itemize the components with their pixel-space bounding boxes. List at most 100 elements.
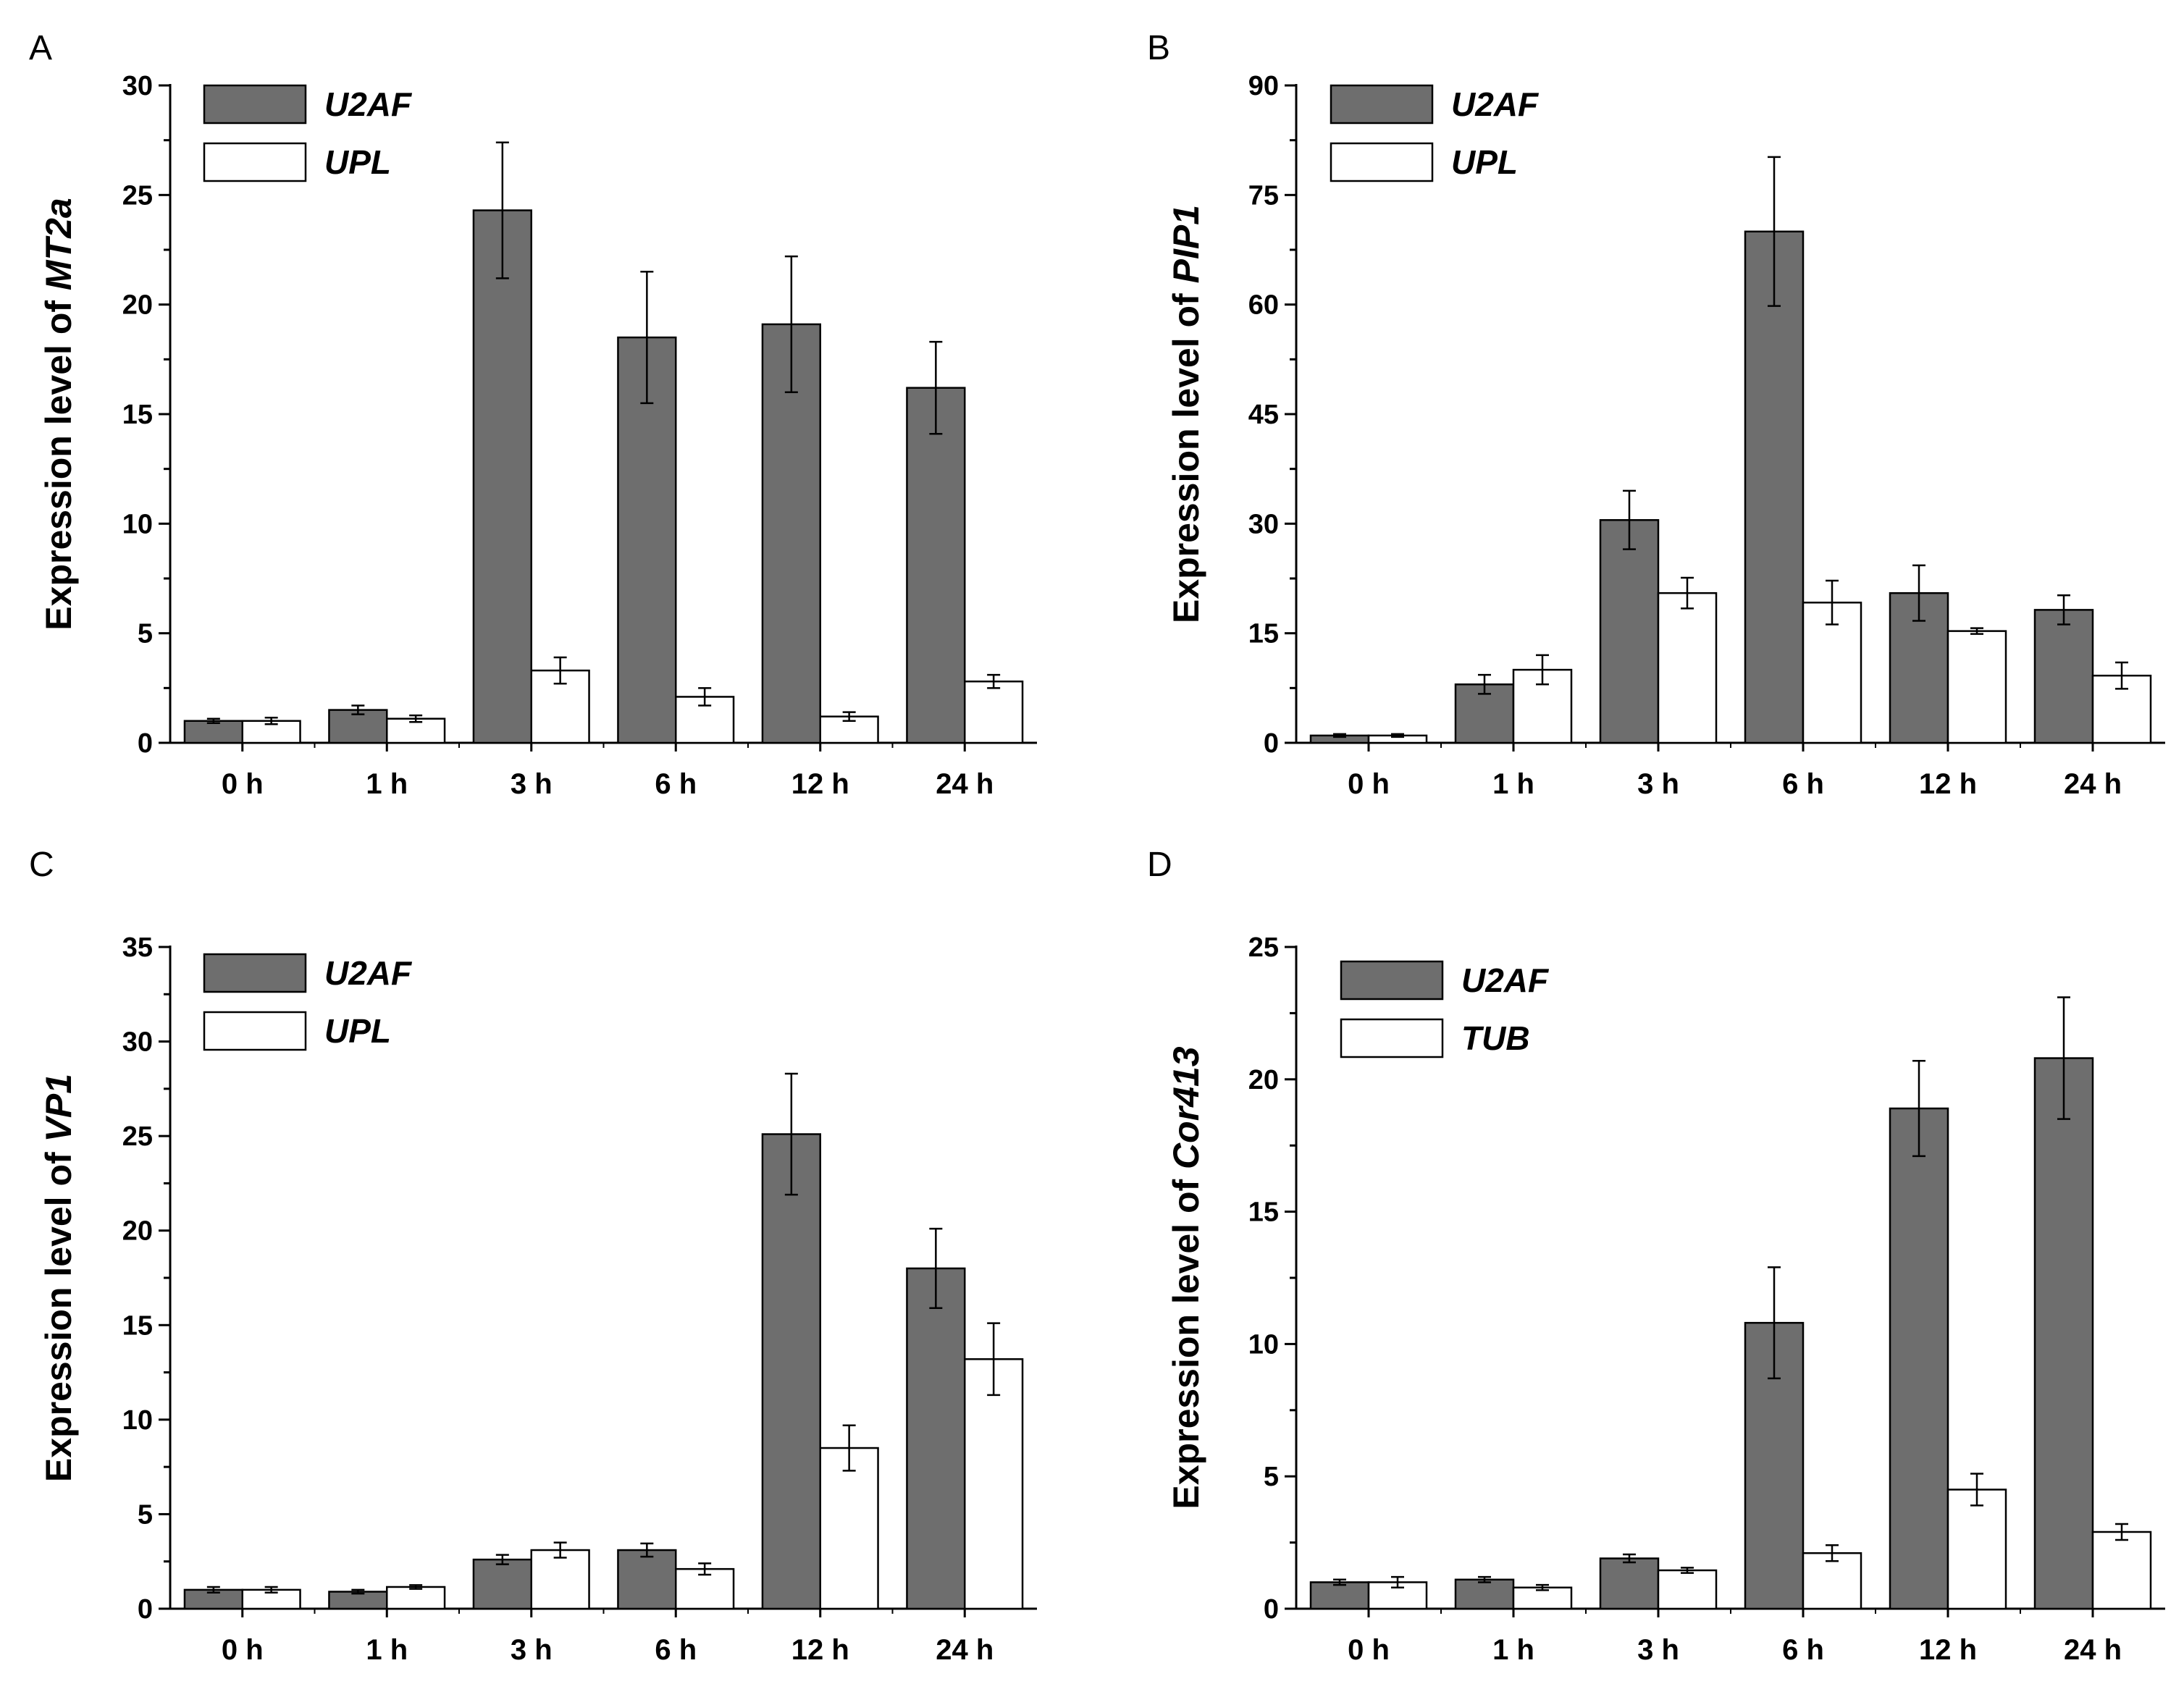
legend-label-u2af: U2AF: [324, 85, 413, 123]
legend-label-u2af: U2AF: [1461, 961, 1550, 999]
y-tick-label: 45: [1248, 400, 1279, 430]
y-axis-title: Expression level of PIP1: [1166, 205, 1206, 623]
legend-swatch-u2af: [203, 953, 307, 993]
x-tick-label: 1 h: [1492, 768, 1534, 800]
legend-label-u2af: U2AF: [1451, 85, 1540, 123]
legend-swatch-u2af: [203, 84, 307, 125]
y-axis-title-prefix: Expression level of: [38, 290, 79, 631]
bar-u2af: [761, 1133, 821, 1610]
x-tick-label: 3 h: [1637, 768, 1679, 800]
y-axis-title-gene: VP1: [38, 1074, 79, 1142]
legend-label-upl: UPL: [1451, 143, 1518, 181]
bar-tub: [2091, 1531, 2152, 1610]
panel-d: D Expression level of Cor413 0 5 10 15 20 25 0 h…: [1147, 846, 2165, 1666]
bar-tub: [1946, 1489, 2007, 1610]
x-tick-label: 24 h: [2064, 1634, 2122, 1666]
x-tick-label: 1 h: [366, 1634, 408, 1666]
x-tick-label: 12 h: [791, 1634, 849, 1666]
y-tick-label: 5: [1264, 1462, 1279, 1492]
y-tick-label: 60: [1248, 290, 1279, 321]
bar-u2af: [472, 209, 533, 744]
y-tick-label: 15: [1248, 1197, 1279, 1228]
y-tick-label: 35: [122, 932, 153, 963]
x-tick-label: 24 h: [936, 768, 994, 800]
x-tick-label: 6 h: [655, 768, 697, 800]
y-tick-label: 30: [122, 71, 153, 101]
bar-upl: [819, 1447, 879, 1610]
y-tick-label: 20: [1248, 1065, 1279, 1095]
legend-swatch-tub: [1340, 1018, 1444, 1058]
bar-u2af: [1599, 519, 1660, 744]
x-tick-label: 24 h: [936, 1634, 994, 1666]
y-tick-label: 25: [122, 1121, 153, 1152]
bar-upl: [1946, 630, 2007, 744]
y-tick-label: 0: [1264, 1594, 1279, 1625]
bar-upl: [530, 1549, 590, 1610]
bar-upl: [386, 1586, 446, 1610]
bar-u2af: [2033, 609, 2094, 744]
y-tick-label: 15: [1248, 619, 1279, 649]
legend-label-upl: UPL: [324, 1012, 391, 1050]
legend-swatch-u2af: [1340, 960, 1444, 1001]
y-axis-title-gene: PIP1: [1166, 205, 1206, 283]
legend-label-u2af: U2AF: [324, 954, 413, 992]
y-axis-title: Expression level of VP1: [38, 1074, 79, 1482]
y-tick-label: 10: [122, 509, 153, 539]
x-tick-label: 12 h: [1919, 1634, 1977, 1666]
bar-tub: [1657, 1569, 1718, 1610]
y-tick-label: 25: [122, 180, 153, 211]
bar-u2af: [1454, 1578, 1515, 1610]
x-tick-label: 12 h: [1919, 768, 1977, 800]
panel-a: A Expression level of MT2a 0 5 10 15 20 25 30 0 h…: [29, 29, 1037, 800]
x-tick-label: 3 h: [511, 768, 553, 800]
x-tick-label: 6 h: [1782, 1634, 1824, 1666]
y-tick-label: 5: [138, 619, 153, 649]
panel-label: A: [29, 29, 52, 67]
y-tick-label: 0: [1264, 728, 1279, 759]
x-tick-label: 6 h: [1782, 768, 1824, 800]
y-tick-label: 75: [1248, 180, 1279, 211]
bar-u2af: [761, 323, 821, 744]
legend-swatch-upl: [203, 142, 307, 182]
panel-b: B Expression level of PIP1 0 15 30 45 60 75 90 0 …: [1147, 29, 2165, 800]
x-tick-label: 3 h: [511, 1634, 553, 1666]
bar-u2af: [472, 1558, 533, 1610]
x-tick-label: 1 h: [1492, 1634, 1534, 1666]
y-tick-label: 20: [122, 1216, 153, 1247]
panel-label: D: [1147, 846, 1172, 884]
panel-c: C Expression level of VP1 0 5 10 15 20 25 30 35 0 …: [29, 846, 1037, 1666]
bar-u2af: [617, 1549, 677, 1610]
legend-label-upl: UPL: [324, 143, 391, 181]
bar-u2af: [906, 387, 966, 744]
x-tick-label: 3 h: [1637, 1634, 1679, 1666]
bar-upl: [675, 1567, 735, 1610]
y-tick-label: 90: [1248, 71, 1279, 101]
y-tick-label: 10: [1248, 1329, 1279, 1360]
x-tick-label: 24 h: [2064, 768, 2122, 800]
x-tick-label: 0 h: [1348, 1634, 1390, 1666]
x-tick-label: 0 h: [1348, 768, 1390, 800]
legend-swatch-upl: [1330, 142, 1434, 182]
y-axis-title-prefix: Expression level of: [38, 1142, 79, 1482]
panel-label: B: [1147, 29, 1170, 67]
y-axis-title: Expression level of MT2a: [38, 198, 79, 630]
panel-label: C: [29, 846, 54, 884]
bar-u2af: [1599, 1557, 1660, 1610]
bar-u2af: [183, 720, 243, 744]
x-tick-label: 12 h: [791, 768, 849, 800]
bar-u2af: [328, 709, 388, 744]
y-axis-title-gene: Cor413: [1166, 1046, 1206, 1169]
y-tick-label: 0: [138, 728, 153, 759]
x-tick-label: 0 h: [222, 768, 264, 800]
bar-u2af: [906, 1267, 966, 1610]
bar-upl: [1802, 602, 1862, 744]
bar-u2af: [1744, 230, 1805, 744]
y-tick-label: 20: [122, 290, 153, 321]
y-tick-label: 10: [122, 1405, 153, 1436]
y-tick-label: 15: [122, 1310, 153, 1341]
x-tick-label: 1 h: [366, 768, 408, 800]
bar-u2af: [2033, 1057, 2094, 1610]
y-axis-title-gene: MT2a: [38, 198, 79, 290]
legend-swatch-u2af: [1330, 84, 1434, 125]
